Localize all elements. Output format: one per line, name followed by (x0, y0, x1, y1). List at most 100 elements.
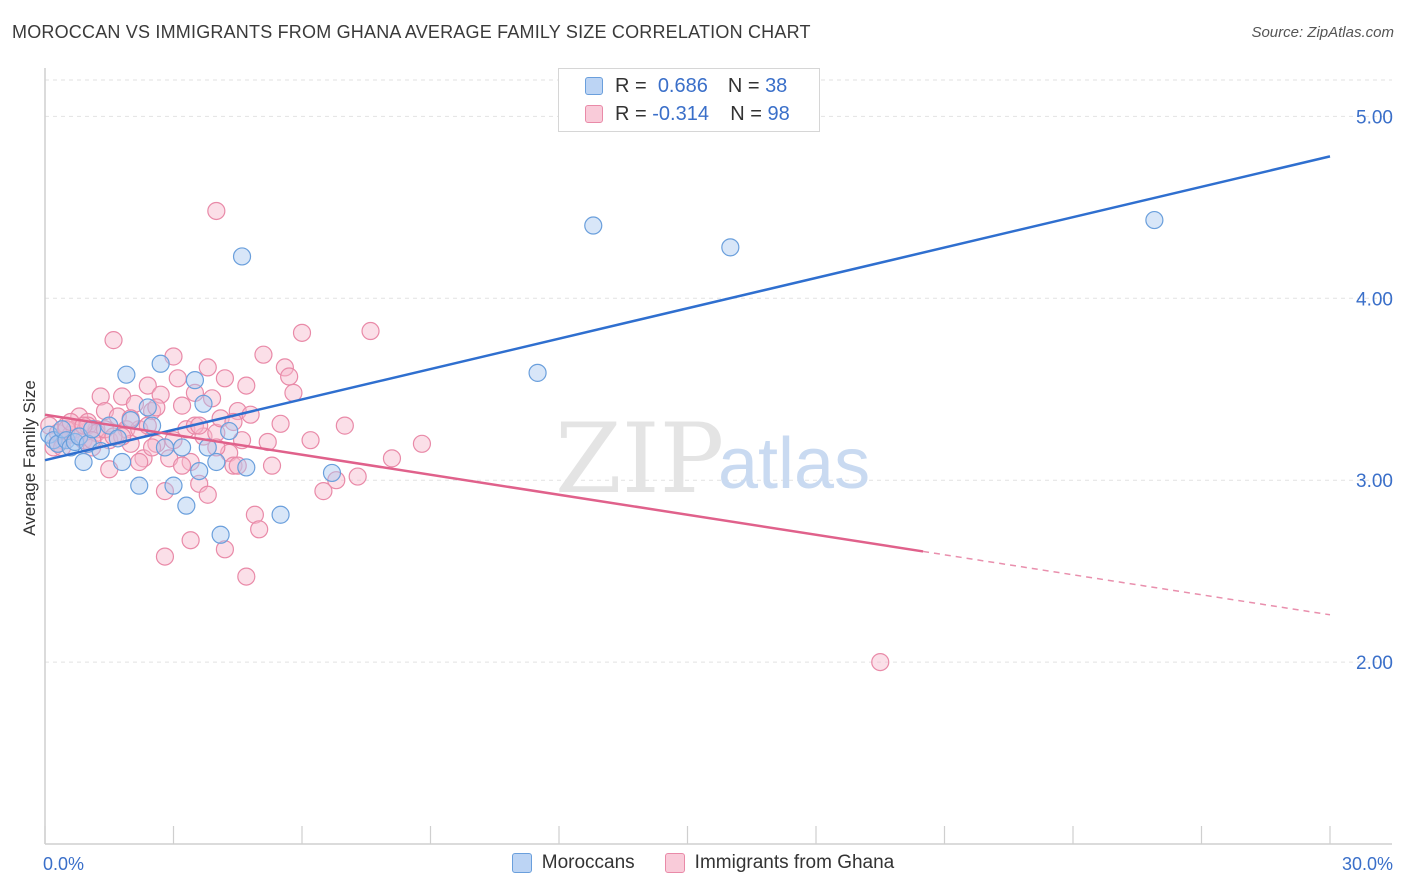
data-point-ghana (412, 434, 432, 453)
data-point-moroccans (138, 398, 157, 417)
y-tick-label: 3.00 (1356, 471, 1393, 492)
data-point-ghana (262, 456, 282, 475)
data-point-moroccans (322, 463, 342, 483)
data-point-ghana (254, 345, 273, 364)
data-point-moroccans (117, 365, 136, 384)
data-point-moroccans (130, 476, 149, 495)
data-point-moroccans (53, 420, 72, 439)
data-point-moroccans (190, 461, 209, 481)
data-point-ghana (237, 567, 256, 586)
legend-n-label: N = (730, 102, 762, 125)
data-point-ghana (250, 520, 269, 539)
data-point-ghana (104, 331, 123, 350)
y-tick-label: 5.00 (1356, 107, 1393, 128)
data-point-ghana (275, 358, 294, 377)
legend-item-ghana: Immigrants from Ghana (664, 852, 895, 874)
data-point-ghana (198, 485, 217, 504)
data-point-ghana (172, 456, 192, 475)
data-point-moroccans (177, 496, 196, 515)
data-point-ghana (207, 201, 226, 221)
x-tick-labels: 0.0% 30.0% (43, 854, 1393, 874)
data-point-ghana (91, 387, 110, 406)
correlation-legend: R = 0.686 N = 38 R = -0.314 N = 98 (558, 68, 820, 132)
legend-swatch-pink (664, 853, 685, 873)
legend-row-ghana: R = -0.314 N = 98 (585, 101, 790, 127)
data-point-ghana (314, 482, 333, 501)
data-point-ghana (292, 323, 312, 342)
data-point-ghana (142, 438, 162, 457)
data-point-moroccans (172, 438, 192, 457)
data-point-moroccans (232, 247, 252, 266)
data-point-moroccans (207, 452, 226, 472)
series-moroccans-points (40, 210, 1164, 544)
data-point-ghana (168, 369, 187, 388)
data-point-moroccans (528, 363, 547, 382)
trend-line-ghana (44, 413, 924, 553)
data-point-ghana (198, 358, 217, 377)
data-point-ghana (382, 449, 402, 468)
trend-lines (44, 155, 1331, 616)
data-point-ghana (155, 547, 175, 566)
watermark-zip: ZIP (555, 403, 724, 515)
data-point-ghana (215, 369, 234, 388)
data-point-moroccans (194, 394, 213, 413)
legend-label-ghana: Immigrants from Ghana (694, 852, 895, 873)
data-point-ghana (301, 431, 320, 450)
legend-n-value: 38 (765, 74, 788, 97)
legend-label-moroccans: Moroccans (541, 852, 635, 873)
y-tick-label: 2.00 (1356, 653, 1393, 674)
data-point-moroccans (220, 421, 239, 441)
x-tick-label: 0.0% (43, 854, 84, 874)
data-point-ghana (335, 416, 354, 435)
data-point-ghana (361, 321, 380, 341)
data-point-moroccans (237, 458, 256, 477)
data-point-moroccans (164, 476, 183, 495)
watermark-atlas: atlas (718, 424, 870, 504)
data-point-ghana (181, 531, 200, 550)
y-tick-label: 4.00 (1356, 289, 1393, 310)
y-tick-labels: 2.00 3.00 4.00 5.00 (1356, 107, 1393, 674)
data-point-moroccans (185, 371, 205, 390)
data-point-ghana (138, 376, 157, 395)
axes (44, 68, 1392, 845)
data-point-moroccans (271, 505, 290, 524)
legend-n-value: 98 (767, 102, 790, 125)
data-point-moroccans (211, 525, 230, 544)
data-point-moroccans (151, 354, 170, 373)
legend-r-label: R = (615, 102, 647, 125)
data-point-ghana (280, 367, 299, 386)
data-point-moroccans (1145, 210, 1164, 230)
y-axis-label: Average Family Size (20, 380, 39, 536)
data-point-moroccans (584, 216, 603, 235)
legend-row-moroccans: R = 0.686 N = 38 (585, 73, 787, 99)
data-point-ghana (172, 396, 192, 415)
data-point-moroccans (112, 452, 132, 472)
x-tick-label: 30.0% (1342, 854, 1393, 874)
data-point-moroccans (83, 420, 102, 439)
data-point-ghana (271, 414, 290, 433)
data-point-moroccans (721, 238, 740, 257)
legend-swatch-blue (511, 853, 532, 873)
data-point-ghana (871, 652, 890, 672)
data-point-ghana (237, 376, 256, 395)
data-point-ghana (130, 452, 149, 472)
legend-swatch-blue (585, 77, 603, 95)
data-point-moroccans (155, 438, 175, 457)
trend-line-moroccans (44, 155, 1331, 462)
data-point-ghana (348, 467, 367, 486)
watermark: ZIP atlas (555, 403, 870, 515)
legend-r-value: 0.686 (657, 74, 708, 97)
legend-n-label: N = (727, 74, 760, 97)
data-point-moroccans (74, 452, 93, 472)
series-legend: Moroccans Immigrants from Ghana (0, 852, 1406, 874)
trend-line-ghana-extension (922, 550, 1331, 616)
chart-title: MOROCCAN VS IMMIGRANTS FROM GHANA AVERAG… (12, 22, 811, 42)
legend-r-value: -0.314 (652, 102, 709, 125)
data-point-ghana (241, 405, 260, 424)
legend-item-moroccans: Moroccans (511, 852, 635, 874)
data-point-ghana (245, 505, 264, 524)
legend-swatch-pink (585, 105, 603, 123)
data-point-ghana (215, 540, 234, 559)
legend-r-label: R = (615, 74, 647, 97)
